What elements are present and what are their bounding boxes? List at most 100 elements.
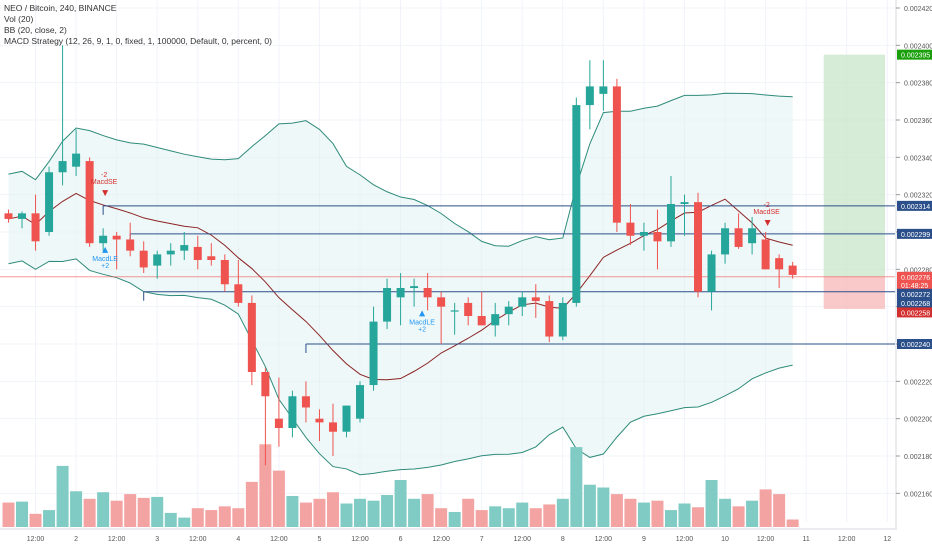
signal-quantity: +2 [418,326,426,333]
candle-body [99,235,108,244]
candle-body [126,239,135,251]
volume-bar [570,447,583,527]
price-tick-label: 0.002360 [904,118,932,125]
candle-body [193,246,202,260]
signal-quantity: -2 [764,202,770,209]
volume-bar [705,480,718,527]
candle-body [85,161,94,244]
candle-body [315,418,324,423]
volume-bar [205,510,218,527]
price-label-text: 0.002314 [901,204,930,211]
volume-bar [326,492,339,527]
price-tick-label: 0.002200 [904,417,932,424]
legend-bollinger[interactable]: BB (20, close, 2) [4,25,67,35]
candle-body [450,310,459,312]
candle-body [775,258,784,270]
volume-bar [773,494,786,527]
time-axis: 12:00 2 12:00 3 12:00 4 12:00 5 12:00 6 12:00 7 12:0… [0,528,896,550]
position-profit-zone [823,54,885,277]
candle-body [531,297,540,302]
candle-body [180,245,189,251]
volume-bar [583,484,596,527]
candle-body [261,372,270,397]
volume-bar [137,497,150,527]
candle-body [356,385,365,419]
buy-arrow-icon [102,246,109,253]
legend-macd-strategy[interactable]: MACD Strategy (12, 26, 9, 1, 0, fixed, 1… [4,36,272,46]
sell-arrow-icon [764,220,771,226]
candle-body [680,202,689,204]
volume-bar [543,504,556,527]
candle-body [707,254,716,292]
price-tick-label: 0.002420 [904,6,932,13]
candle-body [274,418,283,428]
price-tick-label: 0.002180 [904,454,932,461]
volume-bar [299,502,312,527]
volume-bar [502,508,515,527]
volume-bar [56,465,69,527]
volume-bar [218,506,231,527]
strategy-levels [0,205,895,353]
time-tick-label: 8 [561,536,565,543]
price-label-tag [897,279,932,290]
time-tick-label: 12:00 [757,536,775,543]
candle-body [410,286,419,288]
price-label-tag [897,339,932,349]
volume-bar [556,498,569,527]
volume-bar [732,506,745,527]
candles [4,45,797,466]
candle-body [153,254,162,266]
volume-bar [2,502,15,527]
volume-bar [272,470,285,527]
candle-body [639,232,648,236]
candle-body [599,86,608,94]
candle-body [342,405,351,432]
time-tick-label: 11 [802,536,809,543]
candle-body [788,265,797,275]
candle-body [166,250,175,255]
price-label-text: 01:48:25 [901,283,928,290]
volume-bar [29,513,42,527]
candle-body [369,321,378,386]
candle-body [626,222,635,236]
signal-label: MacdSE [91,179,118,186]
candle-body [301,396,310,408]
price-label-text: 0.002272 [901,292,930,299]
candle-body [58,161,67,173]
candle-body [694,202,703,292]
volume-bar [313,498,326,527]
price-label-tag [897,200,932,211]
volume-bar [286,495,299,527]
candle-body [423,288,432,298]
time-tick-label: 6 [399,536,403,543]
volume-bar [489,506,502,527]
volume-bar [408,498,421,527]
volume-bar [637,502,650,527]
price-label-text: 0.002276 [901,275,930,282]
price-tick-label: 0.002380 [904,81,932,88]
time-tick-label: 12:00 [351,536,369,543]
candle-body [234,284,243,303]
candle-body [734,228,743,247]
volume-bar [529,508,542,527]
time-tick-label: 12:00 [513,536,531,543]
legend-volume[interactable]: Vol (20) [4,14,34,24]
volume-bar [651,500,664,527]
time-axis-background [0,529,896,550]
candle-body [653,232,662,242]
candle-body [220,260,229,285]
volume-bar [164,512,177,527]
legend-symbol[interactable]: NEO / Bitcoin, 240, BINANCE [4,3,117,13]
position-loss-zone [823,276,885,309]
volume-bar [610,494,623,527]
signal-label: MacdLE [92,256,118,263]
candle-body [4,213,13,219]
time-tick-label: 12:00 [432,536,450,543]
time-tick-label: 2 [74,536,78,543]
signal-label: MacdSE [753,209,780,216]
volume-bar [178,517,191,527]
volume-bar [367,500,380,527]
